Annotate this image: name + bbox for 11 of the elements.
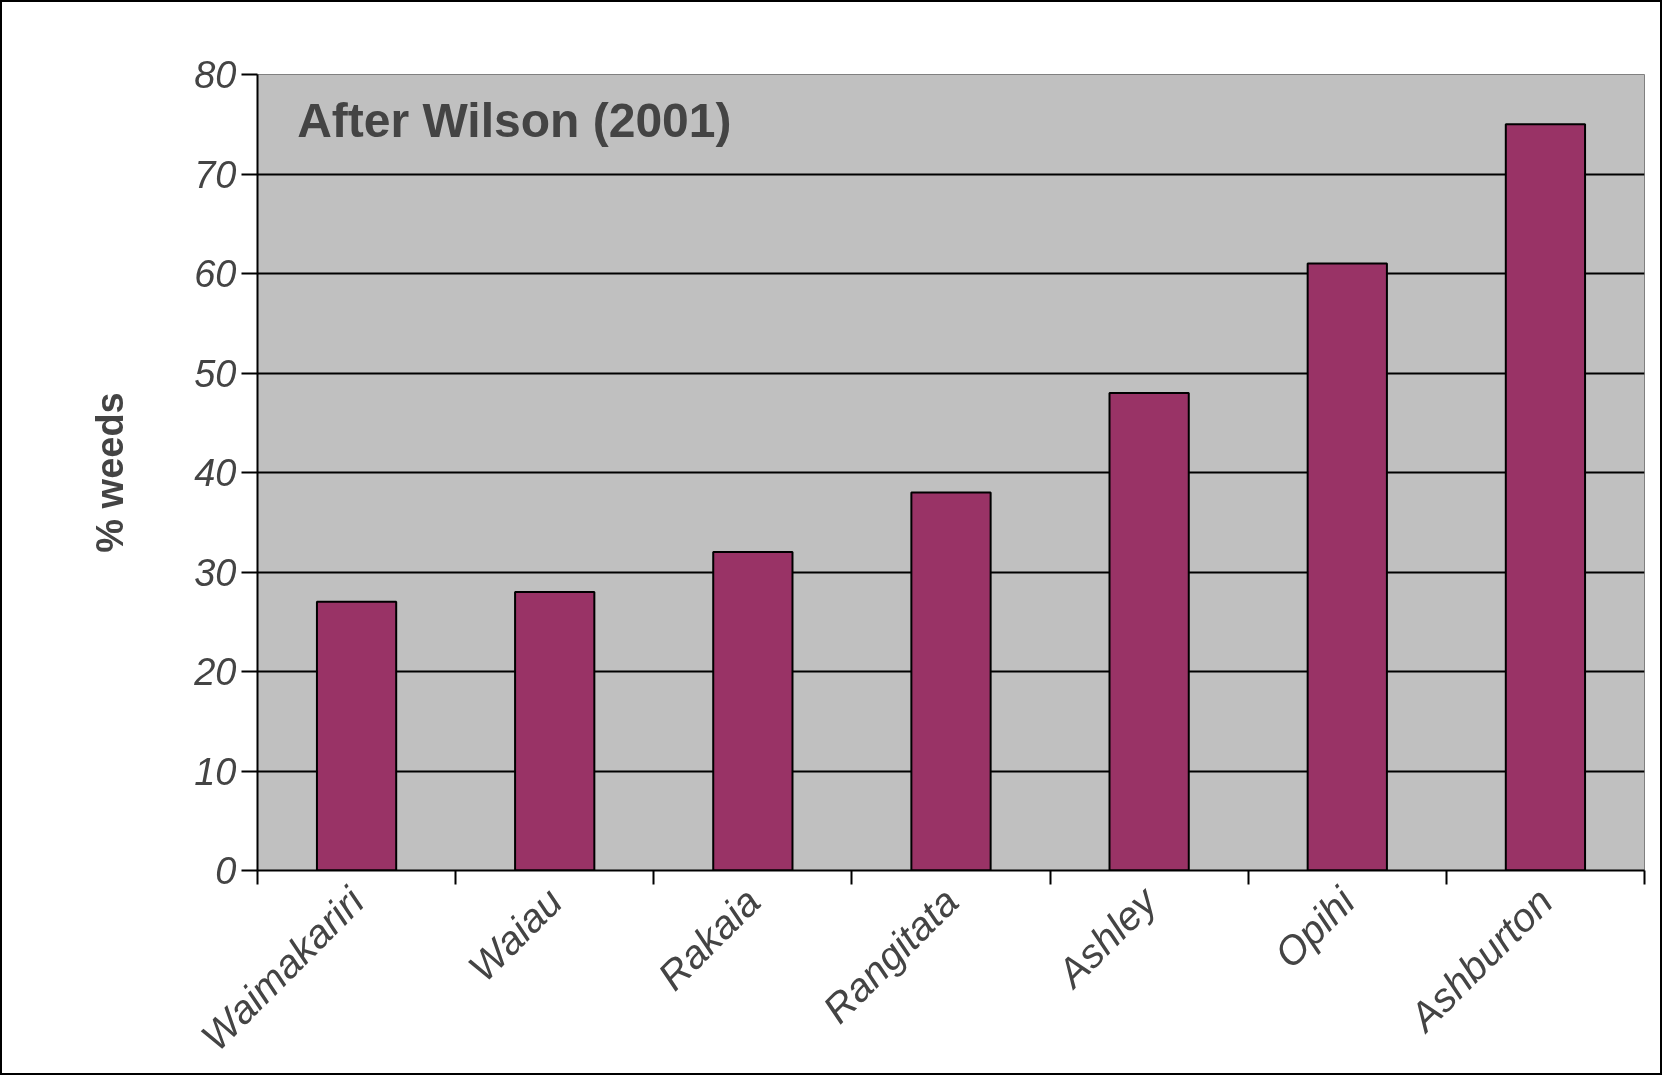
y-tick-label: 0 bbox=[215, 850, 237, 892]
y-tick-label: 60 bbox=[194, 253, 237, 295]
y-tick-label: 20 bbox=[193, 651, 237, 693]
chart-title: After Wilson (2001) bbox=[297, 94, 732, 148]
y-axis-title: % weeds bbox=[89, 392, 132, 553]
y-tick-label: 80 bbox=[194, 54, 237, 96]
y-tick-label: 40 bbox=[194, 452, 237, 494]
y-tick-label: 50 bbox=[194, 352, 237, 395]
y-tick-label: 30 bbox=[194, 551, 237, 594]
y-tick-label: 70 bbox=[194, 153, 237, 196]
y-tick-label: 10 bbox=[194, 750, 237, 793]
